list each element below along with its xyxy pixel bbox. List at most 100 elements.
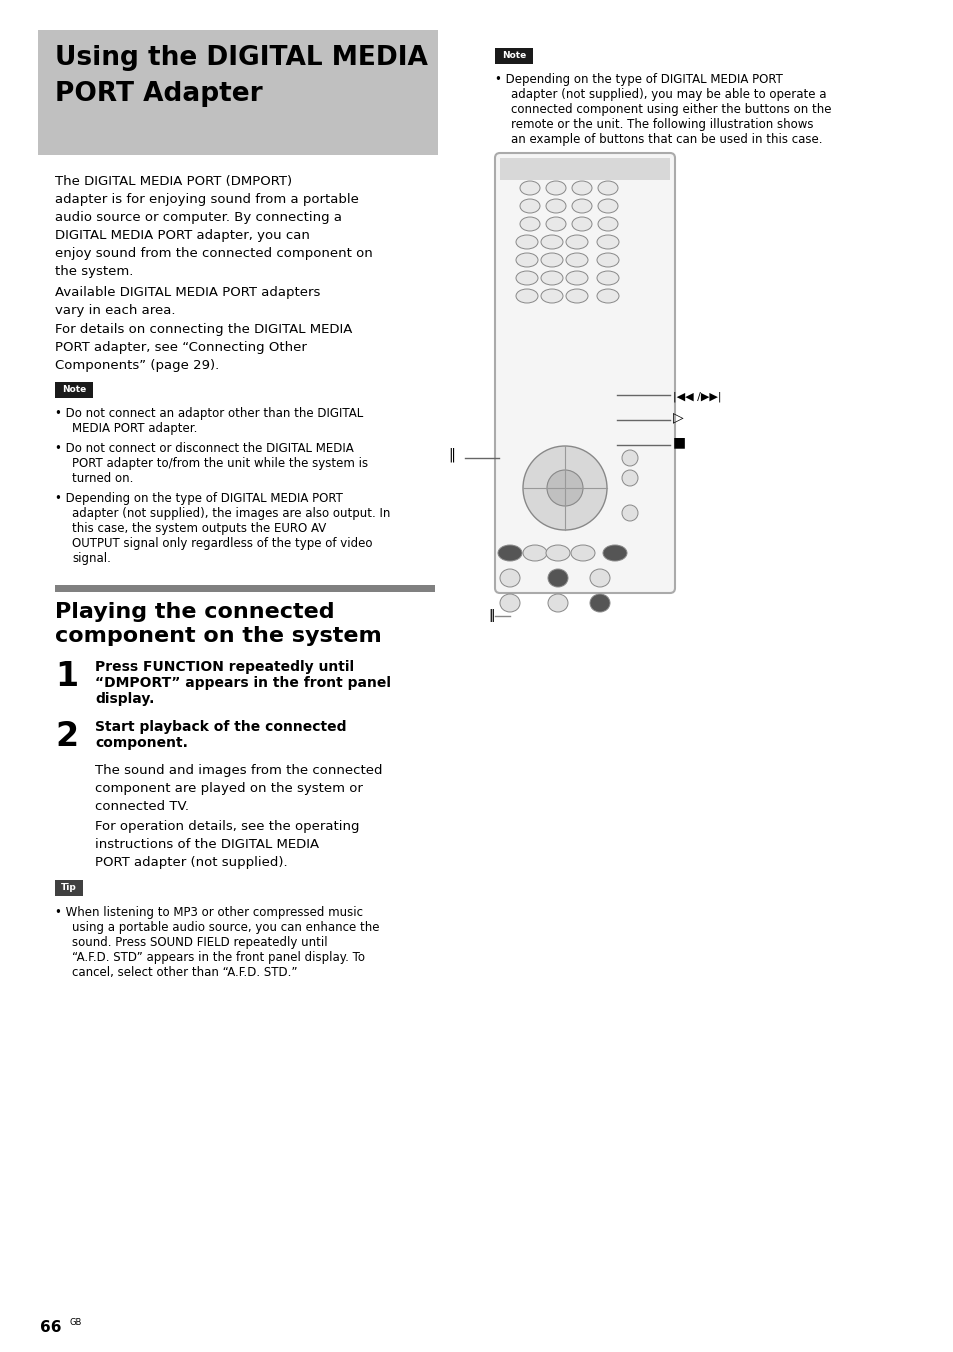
Bar — [499, 158, 669, 180]
Ellipse shape — [602, 545, 626, 561]
Text: adapter (not supplied), the images are also output. In: adapter (not supplied), the images are a… — [71, 507, 390, 521]
FancyBboxPatch shape — [495, 153, 675, 594]
Ellipse shape — [540, 253, 562, 266]
Ellipse shape — [547, 594, 567, 612]
Text: “A.F.D. STD” appears in the front panel display. To: “A.F.D. STD” appears in the front panel … — [71, 950, 365, 964]
Text: 66: 66 — [40, 1320, 61, 1334]
Text: this case, the system outputs the EURO AV: this case, the system outputs the EURO A… — [71, 522, 326, 535]
Ellipse shape — [516, 235, 537, 249]
Text: • When listening to MP3 or other compressed music: • When listening to MP3 or other compres… — [55, 906, 363, 919]
Text: using a portable audio source, you can enhance the: using a portable audio source, you can e… — [71, 921, 379, 934]
Text: adapter is for enjoying sound from a portable: adapter is for enjoying sound from a por… — [55, 193, 358, 206]
Circle shape — [522, 446, 606, 530]
Ellipse shape — [540, 289, 562, 303]
Ellipse shape — [572, 218, 592, 231]
Text: instructions of the DIGITAL MEDIA: instructions of the DIGITAL MEDIA — [95, 838, 319, 850]
Text: For details on connecting the DIGITAL MEDIA: For details on connecting the DIGITAL ME… — [55, 323, 352, 337]
Ellipse shape — [545, 199, 565, 214]
Ellipse shape — [621, 470, 638, 485]
Ellipse shape — [519, 199, 539, 214]
Text: • Depending on the type of DIGITAL MEDIA PORT: • Depending on the type of DIGITAL MEDIA… — [495, 73, 782, 87]
Text: 2: 2 — [55, 721, 78, 753]
Text: Playing the connected: Playing the connected — [55, 602, 335, 622]
Text: |◀◀ /▶▶|: |◀◀ /▶▶| — [672, 392, 720, 403]
Text: Note: Note — [62, 385, 86, 395]
Text: Components” (page 29).: Components” (page 29). — [55, 360, 219, 372]
Ellipse shape — [547, 569, 567, 587]
Text: turned on.: turned on. — [71, 472, 133, 485]
Text: ‖: ‖ — [488, 610, 495, 622]
Text: • Depending on the type of DIGITAL MEDIA PORT: • Depending on the type of DIGITAL MEDIA… — [55, 492, 342, 506]
Text: an example of buttons that can be used in this case.: an example of buttons that can be used i… — [511, 132, 821, 146]
Bar — [55, 880, 83, 896]
Ellipse shape — [499, 594, 519, 612]
Text: audio source or computer. By connecting a: audio source or computer. By connecting … — [55, 211, 341, 224]
Text: adapter (not supplied), you may be able to operate a: adapter (not supplied), you may be able … — [511, 88, 825, 101]
Ellipse shape — [545, 545, 569, 561]
Text: vary in each area.: vary in each area. — [55, 304, 175, 316]
Text: OUTPUT signal only regardless of the type of video: OUTPUT signal only regardless of the typ… — [71, 537, 372, 550]
Ellipse shape — [572, 181, 592, 195]
Ellipse shape — [589, 569, 609, 587]
Text: component on the system: component on the system — [55, 626, 381, 646]
Text: component are played on the system or: component are played on the system or — [95, 781, 362, 795]
Ellipse shape — [540, 235, 562, 249]
Text: display.: display. — [95, 692, 154, 706]
Text: ■: ■ — [672, 435, 685, 449]
Text: DIGITAL MEDIA PORT adapter, you can: DIGITAL MEDIA PORT adapter, you can — [55, 228, 310, 242]
Ellipse shape — [598, 181, 618, 195]
Text: cancel, select other than “A.F.D. STD.”: cancel, select other than “A.F.D. STD.” — [71, 965, 297, 979]
Text: connected component using either the buttons on the: connected component using either the but… — [511, 103, 831, 116]
Ellipse shape — [516, 270, 537, 285]
Ellipse shape — [545, 181, 565, 195]
Text: Note: Note — [501, 51, 525, 61]
Text: PORT adapter (not supplied).: PORT adapter (not supplied). — [95, 856, 287, 869]
Text: The DIGITAL MEDIA PORT (DMPORT): The DIGITAL MEDIA PORT (DMPORT) — [55, 174, 292, 188]
Ellipse shape — [597, 270, 618, 285]
Text: ‖: ‖ — [448, 448, 455, 462]
Text: The sound and images from the connected: The sound and images from the connected — [95, 764, 382, 777]
Ellipse shape — [597, 235, 618, 249]
Ellipse shape — [516, 253, 537, 266]
Ellipse shape — [565, 253, 587, 266]
Bar — [38, 30, 437, 155]
Text: MEDIA PORT adapter.: MEDIA PORT adapter. — [71, 422, 197, 435]
Text: For operation details, see the operating: For operation details, see the operating — [95, 821, 359, 833]
Text: connected TV.: connected TV. — [95, 800, 189, 813]
Text: PORT adapter, see “Connecting Other: PORT adapter, see “Connecting Other — [55, 341, 307, 354]
Ellipse shape — [565, 270, 587, 285]
Text: the system.: the system. — [55, 265, 133, 279]
Ellipse shape — [598, 218, 618, 231]
Circle shape — [546, 470, 582, 506]
Bar — [55, 383, 92, 397]
Text: Start playback of the connected: Start playback of the connected — [95, 721, 346, 734]
Ellipse shape — [571, 545, 595, 561]
Ellipse shape — [565, 235, 587, 249]
Ellipse shape — [565, 289, 587, 303]
Ellipse shape — [499, 569, 519, 587]
Ellipse shape — [621, 506, 638, 521]
Text: • Do not connect or disconnect the DIGITAL MEDIA: • Do not connect or disconnect the DIGIT… — [55, 442, 354, 456]
Ellipse shape — [598, 199, 618, 214]
Bar — [55, 585, 435, 592]
Text: • Do not connect an adaptor other than the DIGITAL: • Do not connect an adaptor other than t… — [55, 407, 363, 420]
Bar — [495, 49, 533, 64]
Text: “DMPORT” appears in the front panel: “DMPORT” appears in the front panel — [95, 676, 391, 690]
Text: GB: GB — [70, 1318, 82, 1328]
Ellipse shape — [545, 218, 565, 231]
Text: Available DIGITAL MEDIA PORT adapters: Available DIGITAL MEDIA PORT adapters — [55, 287, 320, 299]
Ellipse shape — [540, 270, 562, 285]
Text: signal.: signal. — [71, 552, 111, 565]
Text: component.: component. — [95, 735, 188, 750]
Ellipse shape — [519, 181, 539, 195]
Ellipse shape — [516, 289, 537, 303]
Ellipse shape — [519, 218, 539, 231]
Ellipse shape — [572, 199, 592, 214]
Text: ▷: ▷ — [672, 410, 683, 425]
Text: enjoy sound from the connected component on: enjoy sound from the connected component… — [55, 247, 373, 260]
Text: sound. Press SOUND FIELD repeatedly until: sound. Press SOUND FIELD repeatedly unti… — [71, 936, 327, 949]
Ellipse shape — [597, 253, 618, 266]
Text: Tip: Tip — [61, 883, 77, 892]
Ellipse shape — [597, 289, 618, 303]
Text: remote or the unit. The following illustration shows: remote or the unit. The following illust… — [511, 118, 813, 131]
